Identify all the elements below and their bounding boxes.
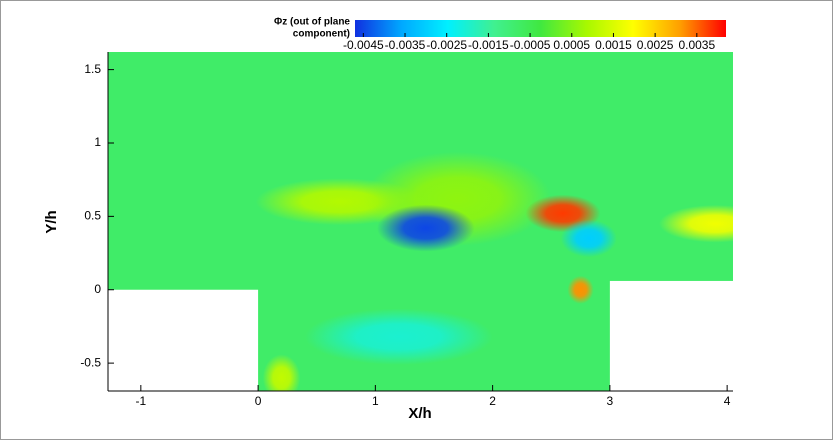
y-tick-label: 1: [94, 135, 101, 149]
colorbar-tick-label: 0.0025: [637, 38, 674, 52]
colorbar-tick-label: -0.0035: [385, 38, 426, 52]
x-tick-label: 3: [607, 394, 614, 408]
x-axis-label: X/h: [408, 405, 431, 422]
contour-blob: [567, 275, 594, 304]
y-tick-label: 0.5: [84, 209, 101, 223]
contour-blob: [659, 204, 733, 243]
y-tick-label: -0.5: [80, 355, 101, 369]
colorbar-tick-label: 0.0035: [678, 38, 715, 52]
colorbar: [355, 20, 726, 37]
colorbar-tick-label: -0.0005: [510, 38, 551, 52]
contour-field: [108, 52, 733, 391]
x-tick-label: 1: [372, 394, 379, 408]
x-tick-label: 0: [255, 394, 262, 408]
contour-blob: [376, 204, 475, 252]
y-axis-label: Y/h: [43, 210, 60, 233]
colorbar-tick-label: -0.0025: [426, 38, 467, 52]
contour-blob: [560, 219, 617, 258]
colorbar-tick-label: -0.0045: [343, 38, 384, 52]
wall: [108, 289, 259, 391]
colorbar-tick-label: 0.0005: [553, 38, 590, 52]
y-tick-label: 0: [94, 282, 101, 296]
colorbar-title: component): [293, 29, 350, 40]
wall: [609, 280, 733, 391]
x-tick-label: -1: [135, 394, 146, 408]
colorbar-tick-label: -0.0015: [468, 38, 509, 52]
y-tick-label: 1.5: [84, 62, 101, 76]
contour-blob: [262, 354, 301, 391]
colorbar-tick-label: 0.0015: [595, 38, 632, 52]
x-tick-label: 2: [489, 394, 496, 408]
contour-blob: [304, 308, 493, 365]
x-tick-label: 4: [724, 394, 731, 408]
colorbar-title: Φz (out of plane: [274, 17, 350, 28]
